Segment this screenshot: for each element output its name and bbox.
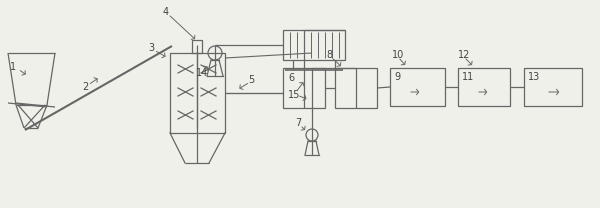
- Text: 9: 9: [394, 72, 400, 82]
- Bar: [335, 68, 377, 108]
- Text: 5: 5: [248, 75, 254, 85]
- Text: 11: 11: [462, 72, 474, 82]
- Text: 12: 12: [458, 50, 470, 60]
- Text: 4: 4: [163, 7, 169, 17]
- Bar: [192, 40, 202, 53]
- Bar: [283, 30, 345, 60]
- Bar: [524, 68, 582, 106]
- Text: 7: 7: [295, 118, 301, 128]
- Text: 14: 14: [196, 68, 208, 78]
- Bar: [283, 68, 325, 108]
- Text: 6: 6: [288, 73, 294, 83]
- Text: 10: 10: [392, 50, 404, 60]
- Text: 15: 15: [288, 90, 301, 100]
- Bar: [170, 53, 225, 133]
- Bar: [390, 68, 445, 106]
- Bar: [458, 68, 510, 106]
- Text: 3: 3: [148, 43, 154, 53]
- Text: 1: 1: [10, 62, 16, 72]
- Text: 8: 8: [326, 50, 332, 60]
- Text: 2: 2: [82, 82, 88, 92]
- Text: 13: 13: [528, 72, 540, 82]
